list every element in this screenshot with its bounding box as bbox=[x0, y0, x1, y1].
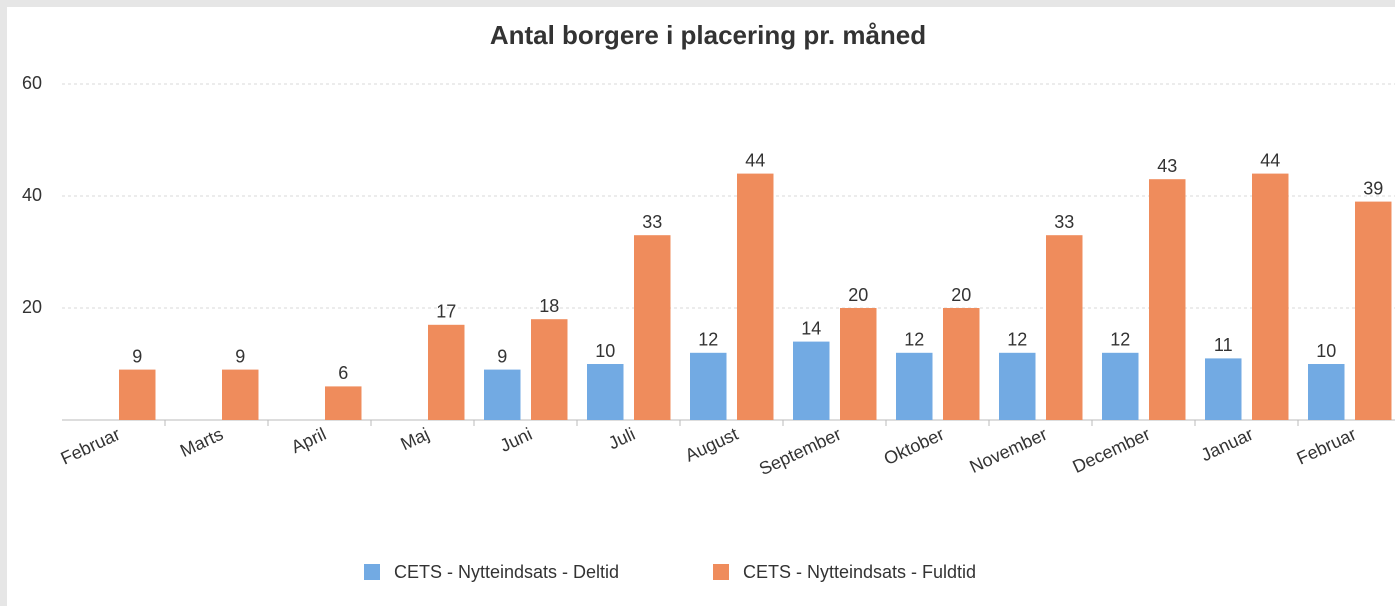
bar bbox=[943, 308, 980, 420]
data-label: 12 bbox=[1007, 330, 1027, 350]
data-label: 44 bbox=[1260, 150, 1280, 170]
bar bbox=[1355, 201, 1392, 420]
bar bbox=[840, 308, 877, 420]
bar bbox=[999, 352, 1036, 420]
y-tick-label: 40 bbox=[22, 185, 42, 205]
data-label: 9 bbox=[497, 346, 507, 366]
chart-title: Antal borgere i placering pr. måned bbox=[490, 20, 926, 50]
data-label: 6 bbox=[338, 363, 348, 383]
chart-background bbox=[7, 7, 1395, 606]
legend-swatch bbox=[713, 564, 729, 580]
y-tick-label: 60 bbox=[22, 73, 42, 93]
bar bbox=[1252, 173, 1289, 420]
bar bbox=[690, 352, 727, 420]
data-label: 10 bbox=[1316, 341, 1336, 361]
bar bbox=[325, 386, 362, 420]
bar bbox=[531, 319, 568, 420]
bar bbox=[793, 341, 830, 420]
bar bbox=[587, 364, 624, 420]
bar bbox=[1149, 179, 1186, 420]
bar bbox=[1046, 235, 1083, 420]
bar bbox=[634, 235, 671, 420]
data-label: 20 bbox=[848, 285, 868, 305]
data-label: 14 bbox=[801, 318, 821, 338]
data-label: 33 bbox=[1054, 212, 1074, 232]
data-label: 20 bbox=[951, 285, 971, 305]
data-label: 39 bbox=[1363, 178, 1383, 198]
data-label: 33 bbox=[642, 212, 662, 232]
data-label: 12 bbox=[698, 330, 718, 350]
data-label: 17 bbox=[436, 302, 456, 322]
bar bbox=[119, 369, 156, 420]
data-label: 12 bbox=[1110, 330, 1130, 350]
data-label: 11 bbox=[1214, 335, 1233, 355]
bar bbox=[737, 173, 774, 420]
bar bbox=[1102, 352, 1139, 420]
data-label: 18 bbox=[539, 296, 559, 316]
data-label: 44 bbox=[745, 150, 765, 170]
data-label: 43 bbox=[1157, 156, 1177, 176]
bar bbox=[484, 369, 521, 420]
bar bbox=[222, 369, 259, 420]
bar bbox=[1205, 358, 1242, 420]
legend-label: CETS - Nytteindsats - Fuldtid bbox=[743, 562, 976, 582]
data-label: 12 bbox=[904, 330, 924, 350]
legend-swatch bbox=[364, 564, 380, 580]
y-tick-label: 20 bbox=[22, 297, 42, 317]
bar bbox=[1308, 364, 1345, 420]
legend-label: CETS - Nytteindsats - Deltid bbox=[394, 562, 619, 582]
bar bbox=[428, 324, 465, 420]
bar bbox=[896, 352, 933, 420]
data-label: 9 bbox=[132, 346, 142, 366]
data-label: 10 bbox=[595, 341, 615, 361]
data-label: 9 bbox=[235, 346, 245, 366]
